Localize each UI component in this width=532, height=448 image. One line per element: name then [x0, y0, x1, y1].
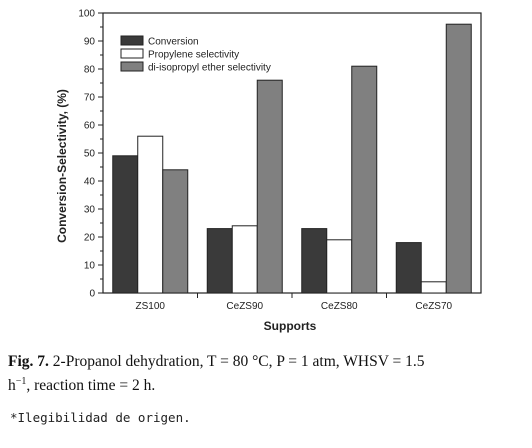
figure-caption: Fig. 7. 2-Propanol dehydration, T = 80 °… — [8, 352, 528, 396]
x-tick-label: ZS100 — [136, 301, 166, 312]
y-tick-label: 40 — [84, 177, 96, 188]
source-note: *Ilegibilidad de origen. — [10, 410, 191, 425]
x-axis-title: Supports — [264, 319, 317, 333]
x-tick-label: CeZS80 — [321, 301, 358, 312]
legend-swatch — [120, 35, 144, 46]
legend-label: Conversion — [148, 37, 199, 48]
y-tick-label: 80 — [84, 65, 96, 76]
bar — [162, 169, 189, 294]
legend-label: Propylene selectivity — [148, 50, 239, 61]
legend-label: di-isopropyl ether selectivity — [148, 63, 271, 74]
legend: Conversion Propylene selectivity di-isopro… — [120, 35, 271, 74]
y-tick-label: 70 — [84, 93, 96, 104]
y-tick-label: 100 — [78, 9, 95, 20]
figure-label: Fig. 7. — [8, 353, 49, 370]
legend-swatch — [120, 61, 144, 72]
bar-chart: 0 10 20 30 40 50 60 70 80 90 100 ZS100 CeZS90 CeZS80… — [55, 9, 482, 333]
bar — [112, 155, 139, 294]
y-tick-label: 0 — [89, 289, 95, 300]
y-tick-label: 60 — [84, 121, 96, 132]
y-tick-label: 30 — [84, 205, 96, 216]
bar — [206, 228, 233, 294]
y-ticks: 0 10 20 30 40 50 60 70 80 90 100 — [78, 9, 103, 300]
bar — [137, 135, 164, 294]
legend-swatch — [120, 48, 144, 59]
bar — [420, 281, 447, 294]
y-tick-label: 90 — [84, 37, 96, 48]
bar — [256, 79, 283, 294]
caption-line2: , reaction time = 2 h. — [26, 377, 156, 395]
x-tick-label: CeZS70 — [415, 301, 452, 312]
bar — [445, 23, 472, 294]
y-axis-title: Conversion-Selectivity, (%) — [55, 89, 69, 243]
y-tick-label: 10 — [84, 261, 96, 272]
y-tick-label: 20 — [84, 233, 96, 244]
caption-h: h — [8, 377, 16, 395]
x-ticks: ZS100 CeZS90 CeZS80 CeZS70 — [136, 293, 453, 312]
bar — [231, 225, 258, 294]
caption-superscript: −1 — [15, 376, 27, 387]
caption-line1: 2-Propanol dehydration, T = 80 °C, P = 1… — [48, 353, 425, 370]
bar — [351, 65, 378, 294]
bars — [112, 23, 472, 294]
bar — [395, 242, 422, 294]
bar — [326, 239, 353, 294]
bar — [301, 228, 328, 294]
x-tick-label: CeZS90 — [226, 301, 263, 312]
y-tick-label: 50 — [84, 149, 96, 160]
